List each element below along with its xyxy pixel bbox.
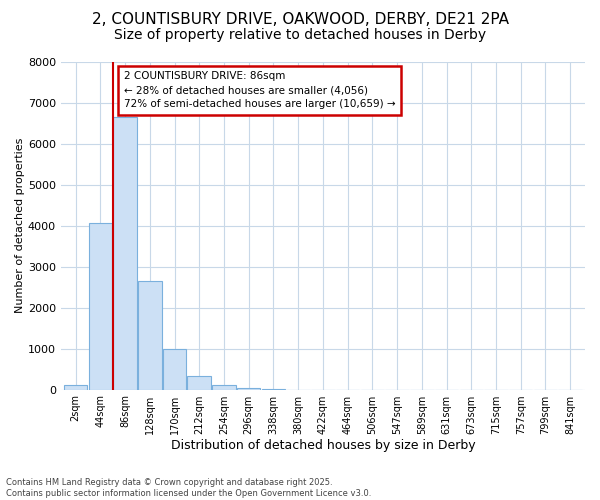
Text: Contains HM Land Registry data © Crown copyright and database right 2025.
Contai: Contains HM Land Registry data © Crown c… [6, 478, 371, 498]
Y-axis label: Number of detached properties: Number of detached properties [15, 138, 25, 313]
Bar [89, 224, 112, 390]
Bar [237, 388, 260, 390]
Bar [163, 348, 186, 390]
Text: 2 COUNTISBURY DRIVE: 86sqm
← 28% of detached houses are smaller (4,056)
72% of s: 2 COUNTISBURY DRIVE: 86sqm ← 28% of deta… [124, 72, 395, 110]
Bar [212, 386, 236, 390]
Bar [64, 386, 88, 390]
Bar [113, 117, 137, 390]
Bar [187, 376, 211, 390]
Text: 2, COUNTISBURY DRIVE, OAKWOOD, DERBY, DE21 2PA: 2, COUNTISBURY DRIVE, OAKWOOD, DERBY, DE… [91, 12, 509, 28]
Bar [138, 281, 161, 390]
Text: Size of property relative to detached houses in Derby: Size of property relative to detached ho… [114, 28, 486, 42]
X-axis label: Distribution of detached houses by size in Derby: Distribution of detached houses by size … [170, 440, 475, 452]
